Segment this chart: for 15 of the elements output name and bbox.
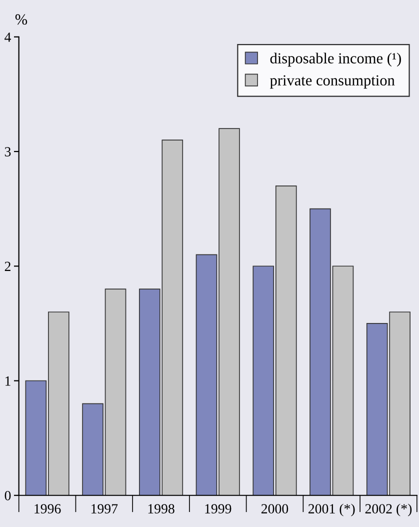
x-tick-label: 2002 (*) — [365, 504, 412, 516]
y-tick-label: 2 — [4, 262, 10, 271]
x-tick-label: 1999 — [205, 504, 232, 514]
y-axis-title: % — [15, 14, 28, 25]
y-tick-label: 0 — [4, 490, 11, 500]
y-tick-label: 3 — [4, 147, 11, 156]
y-tick-label: 4 — [4, 32, 11, 42]
x-tick-label: 1997 — [91, 504, 118, 514]
x-tick-label: 2000 — [261, 504, 288, 514]
x-tick-label: 2001 (*) — [308, 504, 355, 516]
legend-label: disposable income (¹) — [270, 52, 401, 67]
legend-label: private consumption — [270, 75, 395, 89]
y-tick-label: 1 — [5, 376, 10, 386]
x-tick-label: 1998 — [148, 504, 174, 514]
x-tick-label: 1996 — [34, 504, 61, 514]
